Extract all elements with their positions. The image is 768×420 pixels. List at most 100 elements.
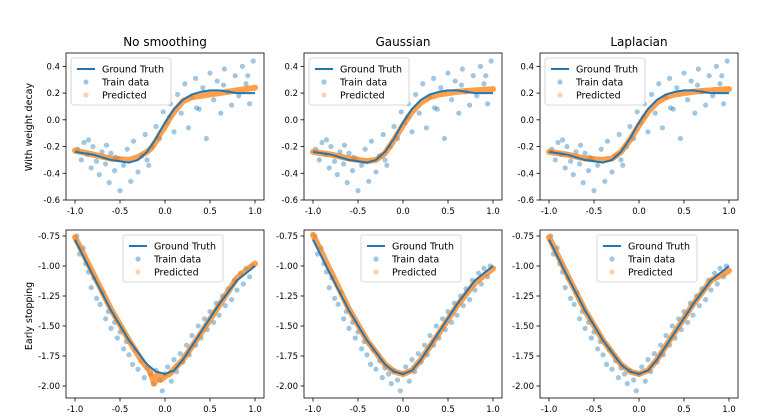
- train-point: [713, 63, 720, 69]
- train-point: [144, 157, 150, 163]
- train-point: [341, 316, 347, 322]
- x-tick-label: 1.0: [722, 207, 736, 217]
- train-point: [368, 361, 374, 367]
- y-tick-label: -1.25: [512, 292, 534, 302]
- train-point: [171, 357, 177, 363]
- train-point: [214, 78, 220, 84]
- y-tick-label: -2.00: [512, 382, 534, 392]
- ground-truth-line: [312, 89, 493, 164]
- train-point: [477, 63, 483, 69]
- train-point: [216, 312, 222, 318]
- x-tick-label: -1.0: [305, 207, 322, 217]
- train-point: [391, 123, 397, 130]
- train-point: [415, 351, 421, 357]
- x-tick-label: 0.0: [396, 207, 410, 217]
- train-point: [229, 102, 235, 108]
- train-point: [124, 146, 130, 152]
- train-point: [433, 323, 439, 329]
- train-point: [229, 297, 235, 303]
- x-tick-label: -1.0: [541, 207, 558, 217]
- train-point: [474, 93, 480, 99]
- train-point: [142, 131, 148, 138]
- train-point: [719, 73, 725, 79]
- y-tick-label: 0.2: [46, 89, 60, 99]
- y-tick-label: -1.75: [276, 352, 298, 362]
- x-tick-label: 0.5: [203, 405, 217, 415]
- train-point: [96, 172, 102, 178]
- train-point: [200, 85, 206, 91]
- train-point: [604, 138, 611, 144]
- train-point: [189, 333, 195, 339]
- train-point: [350, 168, 356, 174]
- legend-predicted-label: Predicted: [102, 90, 147, 101]
- train-point: [695, 66, 702, 72]
- train-point: [247, 274, 253, 280]
- legend-predicted-label: Predicted: [340, 90, 385, 101]
- train-point: [94, 158, 100, 164]
- legend-predicted-label: Predicted: [392, 267, 437, 278]
- train-point: [669, 323, 675, 329]
- train-point: [177, 351, 183, 357]
- train-point: [724, 58, 730, 64]
- train-point: [121, 162, 127, 168]
- train-point: [195, 323, 201, 329]
- column-title-gaussian: Gaussian: [375, 35, 430, 49]
- y-tick-label: -0.6: [281, 196, 298, 206]
- train-point: [236, 93, 242, 99]
- train-point: [577, 316, 583, 322]
- train-point: [595, 346, 601, 352]
- train-point: [645, 357, 651, 363]
- x-tick-label: -1.0: [541, 405, 558, 415]
- train-point: [456, 110, 462, 116]
- x-tick-label: 1.0: [486, 207, 500, 217]
- train-point: [168, 378, 174, 384]
- train-point: [633, 388, 639, 394]
- train-point: [692, 110, 698, 116]
- train-point: [341, 142, 348, 148]
- predicted-line: [72, 84, 258, 163]
- train-point: [580, 180, 586, 186]
- train-point: [207, 70, 213, 76]
- y-tick-label: 0.0: [46, 116, 60, 126]
- train-point: [441, 135, 447, 142]
- legend-train-label: Train data: [627, 254, 675, 265]
- train-point: [620, 162, 626, 168]
- legend-predicted-swatch: [373, 269, 379, 275]
- train-point: [99, 149, 105, 155]
- train-point: [706, 73, 712, 79]
- train-point: [568, 158, 574, 164]
- legend: Ground Truth Train data Predicted: [122, 234, 224, 283]
- train-point: [470, 73, 476, 79]
- train-point: [362, 146, 368, 152]
- train-point: [600, 352, 606, 358]
- train-point: [721, 101, 727, 107]
- ground-truth-line: [548, 89, 729, 164]
- train-point: [178, 110, 184, 116]
- y-tick-label: 0.4: [284, 62, 298, 72]
- x-tick-label: 1.0: [248, 207, 262, 217]
- train-point: [582, 325, 588, 331]
- y-tick-label: -0.75: [276, 232, 298, 242]
- train-point: [403, 364, 409, 370]
- train-point: [341, 161, 347, 167]
- y-tick-label: 0.0: [520, 116, 534, 126]
- y-tick-label: 0.0: [284, 116, 298, 126]
- train-point: [141, 375, 147, 381]
- train-point: [602, 178, 608, 184]
- train-point: [434, 106, 440, 112]
- legend-box: [122, 234, 224, 283]
- train-point: [368, 138, 375, 144]
- legend-box: [596, 234, 698, 283]
- y-tick-label: -1.50: [38, 322, 60, 332]
- x-tick-label: -0.5: [112, 207, 129, 217]
- train-point: [681, 70, 687, 76]
- train-point: [108, 325, 114, 331]
- train-point: [245, 73, 251, 79]
- train-point: [103, 142, 110, 148]
- ground-truth-line: [74, 89, 255, 164]
- y-tick-label: -0.2: [43, 143, 60, 153]
- train-point: [386, 371, 392, 377]
- subplot-r0-c1: -1.0 -0.5 0.0 0.5 1.0 -0.6 -0.4 -0.2 0.0 0.2 0.4 Gr…: [281, 52, 503, 217]
- train-point: [438, 85, 444, 91]
- train-point: [384, 162, 390, 168]
